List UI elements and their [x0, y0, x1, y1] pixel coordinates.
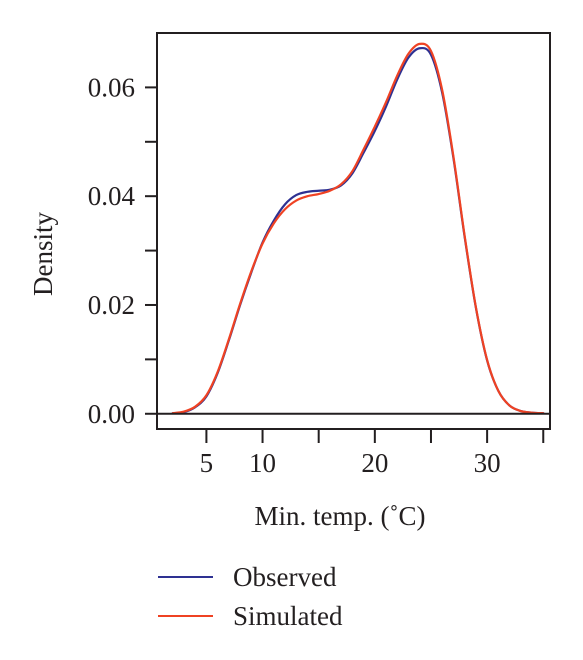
x-tick-label: 10 — [249, 448, 276, 478]
axis-ticks: 5 10 20 30 0.00 0.02 0.04 0.06 — [88, 72, 545, 478]
x-axis-label: Min. temp. (˚C) — [255, 501, 426, 531]
legend-label-simulated: Simulated — [233, 601, 343, 631]
legend-item-observed: Observed — [158, 562, 337, 592]
legend-item-simulated: Simulated — [158, 601, 343, 631]
y-tick-label: 0.02 — [88, 290, 135, 320]
legend-label-observed: Observed — [233, 562, 337, 592]
series-lines — [171, 42, 545, 415]
x-tick-label: 30 — [474, 448, 501, 478]
y-tick-label: 0.06 — [88, 72, 135, 102]
y-axis-label: Density — [28, 212, 58, 296]
y-tick-label: 0.00 — [88, 399, 135, 429]
series-line-simulated — [171, 42, 545, 415]
x-tick-label: 20 — [361, 448, 388, 478]
y-tick-label: 0.04 — [88, 181, 136, 211]
x-tick-label: 5 — [200, 448, 214, 478]
plot-frame — [156, 32, 551, 430]
legend: Observed Simulated — [158, 562, 343, 631]
